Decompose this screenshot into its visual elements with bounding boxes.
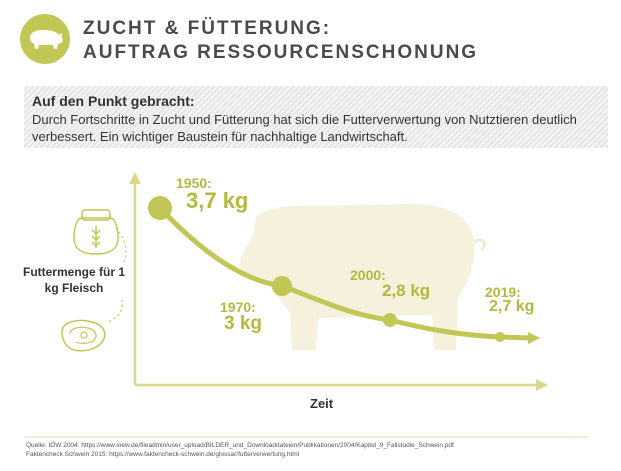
pig-icon	[30, 30, 63, 49]
year-1950: 1950:	[176, 175, 212, 191]
year-2019: 2019:	[485, 284, 521, 300]
summary-heading: Auf den Punkt gebracht:	[32, 93, 195, 109]
meat-icon	[61, 319, 106, 352]
feed-sack-icon	[73, 209, 119, 255]
year-1970: 1970:	[220, 299, 256, 315]
summary-text: Durch Fortschritte in Zucht und Fütterun…	[32, 112, 577, 144]
point-1950	[148, 196, 172, 220]
value-2000: 2,8 kg	[382, 281, 431, 300]
point-label-1950: 1950: 3,7 kg	[176, 176, 248, 212]
summary-box: Auf den Punkt gebracht: Durch Fortschrit…	[24, 86, 608, 148]
series-line	[157, 205, 533, 341]
source-note: Quelle: IÖW 2004: https://www.ioew.de/fi…	[26, 441, 454, 459]
year-2000: 2000:	[350, 267, 386, 283]
source-line-2: Faktencheck Schwein 2015: https://www.fa…	[26, 451, 300, 458]
series-arrow	[528, 332, 540, 344]
pig-badge	[20, 14, 70, 64]
point-2000	[383, 313, 397, 327]
title-line-1: ZUCHT & FÜTTERUNG:	[83, 18, 332, 39]
value-1950: 3,7 kg	[186, 188, 249, 213]
point-2019	[495, 332, 505, 342]
pig-silhouette	[240, 204, 475, 350]
header: ZUCHT & FÜTTERUNG: AUFTRAG RESSOURCENSCH…	[0, 0, 621, 72]
pig-tail	[473, 238, 486, 251]
point-label-2019: 2019: 2,7 kg	[485, 285, 534, 315]
value-1970: 3 kg	[224, 313, 263, 334]
page-title: ZUCHT & FÜTTERUNG: AUFTRAG RESSOURCENSCH…	[83, 17, 478, 65]
arrow-label-to-meat	[107, 299, 123, 323]
x-axis-arrow	[536, 379, 548, 391]
point-label-1970: 1970: 3 kg	[220, 300, 262, 333]
x-axis-label: Zeit	[310, 396, 334, 411]
y-axis-arrow	[129, 172, 141, 184]
y-axis-label: Futtermenge für 1 kg Fleisch	[22, 265, 125, 295]
source-line-1: Quelle: IÖW 2004: https://www.ioew.de/fi…	[26, 442, 454, 449]
point-1970	[272, 276, 292, 296]
value-2019: 2,7 kg	[489, 298, 535, 315]
point-label-2000: 2000: 2,8 kg	[350, 268, 430, 299]
title-line-2: AUFTRAG RESSOURCENSCHONUNG	[83, 42, 479, 63]
arrow-sack-to-label	[115, 227, 127, 263]
